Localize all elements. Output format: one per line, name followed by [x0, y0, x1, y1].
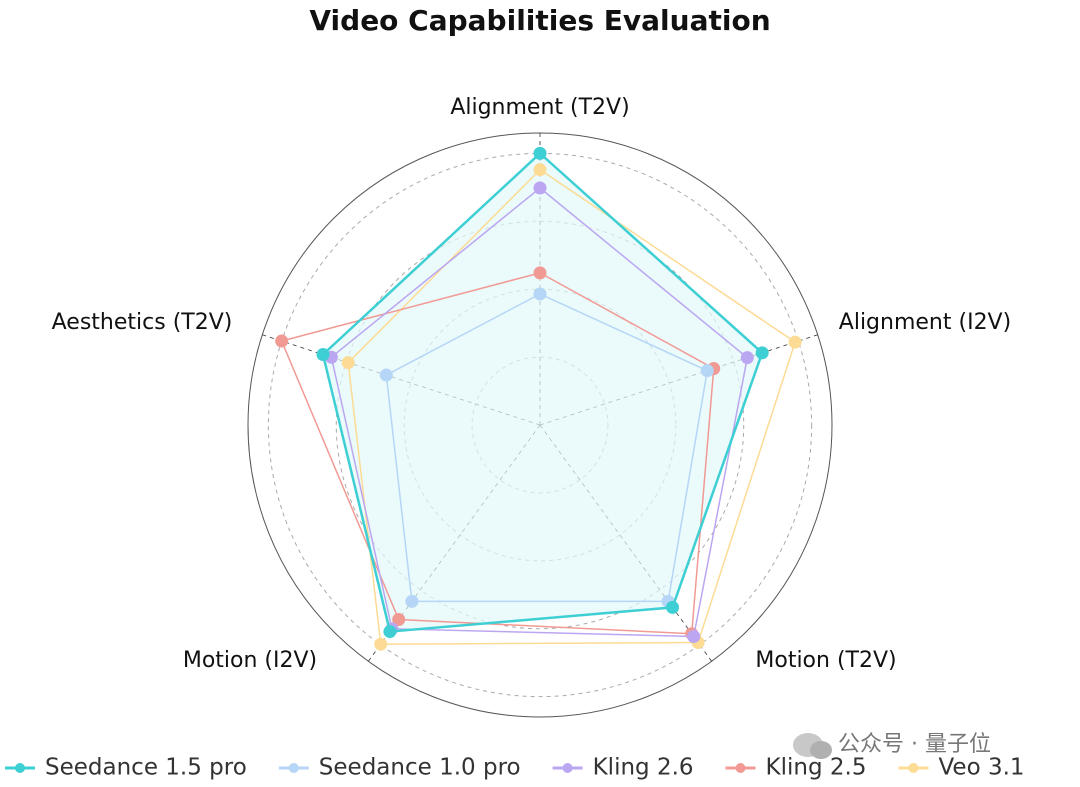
legend-item: Kling 2.6	[552, 755, 694, 781]
legend-item: Seedance 1.5 pro	[5, 755, 247, 781]
category-label: Motion (I2V)	[183, 648, 317, 673]
series-line	[385, 293, 709, 603]
data-point	[788, 335, 802, 349]
data-point	[700, 364, 714, 378]
category-label: Aesthetics (T2V)	[52, 310, 233, 335]
data-point	[316, 347, 330, 361]
legend-label: Seedance 1.5 pro	[45, 755, 247, 781]
data-point	[374, 637, 388, 651]
watermark-text: 公众号 · 量子位	[838, 732, 991, 757]
legend-marker	[908, 763, 919, 773]
category-label: Alignment (T2V)	[450, 95, 629, 120]
data-point	[392, 612, 406, 626]
data-point	[533, 181, 547, 195]
watermark-icon	[810, 741, 832, 759]
legend-item: Kling 2.5	[725, 755, 867, 781]
legend-marker	[15, 763, 25, 773]
data-point	[405, 594, 419, 608]
data-point	[740, 351, 754, 365]
legend-label: Kling 2.6	[593, 755, 694, 781]
category-label: Motion (T2V)	[755, 648, 896, 673]
data-point	[379, 368, 393, 382]
legend-item: Veo 3.1	[898, 755, 1025, 781]
legend-label: Veo 3.1	[938, 755, 1024, 781]
chart-title: Video Capabilities Evaluation	[309, 4, 770, 37]
grid-ring	[267, 152, 813, 698]
data-point	[533, 266, 547, 280]
legend-label: Kling 2.5	[766, 755, 867, 781]
data-point	[666, 600, 680, 614]
data-point	[533, 163, 547, 177]
data-point	[383, 625, 397, 639]
grid-ring	[335, 220, 745, 630]
data-point	[341, 356, 355, 370]
category-label: Alignment (I2V)	[839, 310, 1011, 335]
series-area	[322, 153, 763, 632]
series-line	[347, 168, 796, 645]
series-line	[330, 187, 749, 638]
legend-marker	[562, 763, 573, 773]
series-line	[321, 151, 764, 633]
legend-item: Seedance 1.0 pro	[278, 755, 521, 781]
data-point	[533, 146, 547, 160]
data-point	[275, 334, 289, 348]
legend-label: Seedance 1.0 pro	[319, 755, 521, 781]
data-point	[533, 287, 547, 301]
series-line	[280, 272, 715, 635]
legend-marker	[735, 763, 746, 773]
legend-marker	[288, 763, 299, 773]
watermark: 公众号 · 量子位	[793, 732, 991, 759]
data-point	[755, 346, 769, 360]
data-point	[687, 630, 701, 644]
